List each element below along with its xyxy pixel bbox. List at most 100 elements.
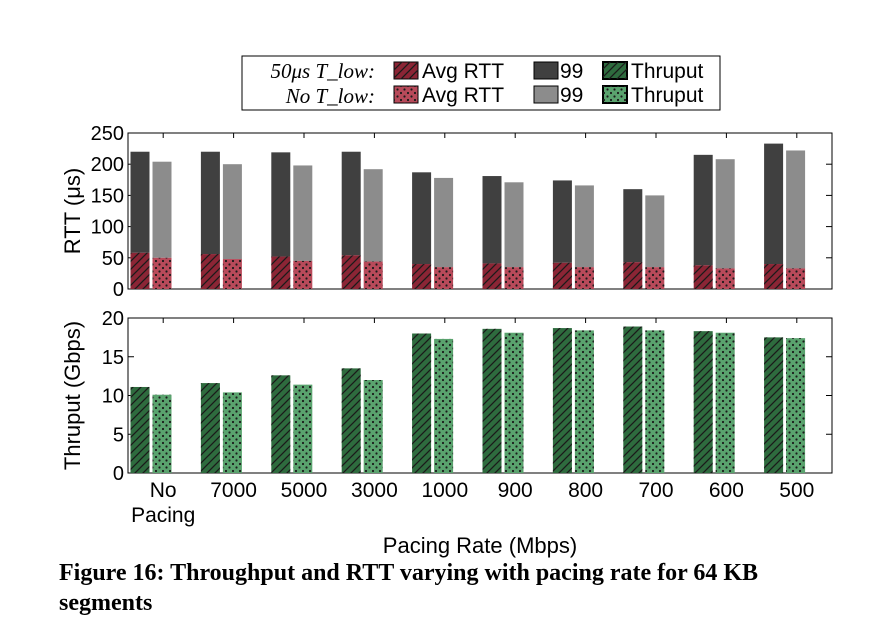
bar-p99-with-tlow — [693, 154, 713, 266]
thru-ytick-label: 5 — [113, 424, 124, 446]
bar-thruput-no-tlow-pattern — [715, 332, 735, 473]
xtick-label: 800 — [568, 479, 603, 502]
legend-thru-with-label: Thruput — [631, 60, 704, 83]
bar-p99-with-tlow — [341, 151, 361, 256]
bar-avg-rtt-with-tlow-pattern — [764, 264, 784, 289]
rtt-ytick-label: 0 — [113, 279, 124, 301]
xtick-label: 7000 — [210, 479, 257, 502]
rtt-ytick-label: 100 — [91, 217, 124, 239]
rtt-chart: 0 50 100 150 200 250 RTT (μs) — [60, 123, 833, 301]
bar-p99-no-tlow — [222, 164, 242, 260]
legend-avg-with-hatch — [394, 62, 418, 79]
bar-avg-rtt-no-tlow-pattern — [715, 268, 735, 289]
legend-thru-without-label: Thruput — [631, 84, 704, 107]
bar-p99-no-tlow — [786, 150, 806, 269]
legend-avg-with-label: Avg RTT — [422, 60, 504, 83]
bar-p99-with-tlow — [552, 180, 572, 263]
legend-avg-without-label: Avg RTT — [422, 84, 504, 107]
bar-avg-rtt-with-tlow-pattern — [482, 263, 502, 289]
legend-thru-with-hatch — [603, 62, 627, 79]
legend-p99-without-label: 99 — [560, 84, 583, 107]
bar-avg-rtt-no-tlow-pattern — [363, 261, 383, 289]
bar-avg-rtt-with-tlow-pattern — [412, 264, 432, 289]
xtick-label: 1000 — [421, 479, 468, 502]
rtt-plot-frame — [127, 132, 833, 290]
bar-avg-rtt-no-tlow-pattern — [786, 268, 806, 289]
bar-thruput-no-tlow-pattern — [434, 338, 454, 473]
legend-row1-label: 50μs T_low: — [271, 59, 375, 83]
bar-thruput-with-tlow-pattern — [552, 328, 572, 473]
thru-ylabel: Thruput (Gbps) — [60, 321, 85, 470]
bar-p99-no-tlow — [645, 195, 665, 268]
bar-thruput-with-tlow-pattern — [271, 375, 291, 473]
legend-box — [241, 55, 721, 111]
xtick-label: 600 — [709, 479, 744, 502]
bar-thruput-no-tlow-pattern — [222, 392, 242, 473]
x-axis-label: Pacing Rate (Mbps) — [383, 533, 577, 558]
xtick-label: 5000 — [281, 479, 328, 502]
bar-thruput-no-tlow-pattern — [786, 338, 806, 473]
legend-row2-label: No T_low: — [285, 84, 375, 108]
xtick-label: Pacing — [131, 504, 195, 527]
bar-thruput-with-tlow-pattern — [200, 383, 220, 473]
bar-p99-with-tlow — [200, 151, 220, 255]
bar-avg-rtt-no-tlow-pattern — [645, 267, 665, 289]
legend-p99-without-swatch — [533, 85, 559, 104]
bar-thruput-with-tlow-pattern — [693, 331, 713, 473]
rtt-ytick-label: 50 — [102, 248, 124, 270]
xtick-label: No — [150, 479, 177, 502]
bar-p99-with-tlow — [482, 176, 502, 264]
bar-thruput-with-tlow-pattern — [130, 386, 150, 473]
bar-p99-no-tlow — [574, 185, 594, 268]
bar-avg-rtt-no-tlow-pattern — [574, 267, 594, 289]
bar-thruput-no-tlow-pattern — [574, 330, 594, 473]
bar-thruput-with-tlow-pattern — [482, 328, 502, 473]
bar-p99-no-tlow — [715, 159, 735, 269]
bar-avg-rtt-with-tlow-pattern — [552, 262, 572, 289]
bar-p99-no-tlow — [434, 177, 454, 268]
bar-avg-rtt-with-tlow-pattern — [200, 254, 220, 289]
bar-avg-rtt-no-tlow-pattern — [152, 257, 172, 289]
bar-avg-rtt-with-tlow-pattern — [130, 252, 150, 289]
bar-p99-with-tlow — [412, 172, 432, 265]
bar-avg-rtt-with-tlow-pattern — [623, 262, 643, 289]
bar-thruput-no-tlow-pattern — [293, 384, 313, 473]
thru-ytick-label: 20 — [102, 308, 124, 330]
bar-p99-with-tlow — [271, 152, 291, 257]
bar-thruput-with-tlow-pattern — [341, 368, 361, 473]
figure-caption: Figure 16: Throughput and RTT varying wi… — [59, 560, 759, 616]
bar-thruput-with-tlow-pattern — [764, 337, 784, 473]
bar-p99-no-tlow — [504, 182, 524, 268]
bar-p99-no-tlow — [363, 169, 383, 262]
bar-thruput-with-tlow-pattern — [412, 333, 432, 473]
legend-thru-without-dots — [603, 86, 627, 103]
bar-avg-rtt-with-tlow-pattern — [693, 265, 713, 289]
rtt-ylabel: RTT (μs) — [60, 168, 85, 254]
legend-p99-with-label: 99 — [560, 60, 583, 83]
bar-thruput-no-tlow-pattern — [645, 330, 665, 473]
rtt-ytick-label: 250 — [91, 123, 124, 145]
bar-p99-no-tlow — [293, 165, 313, 261]
bar-p99-with-tlow — [130, 151, 150, 253]
xtick-label: 700 — [638, 479, 673, 502]
bar-thruput-no-tlow-pattern — [363, 380, 383, 473]
legend: 50μs T_low: No T_low: Avg RTT 99 Thruput… — [241, 55, 721, 111]
rtt-ytick-label: 150 — [91, 185, 124, 207]
thru-ytick-label: 0 — [113, 463, 124, 485]
bar-thruput-no-tlow-pattern — [504, 332, 524, 473]
bar-avg-rtt-no-tlow-pattern — [222, 259, 242, 289]
bar-avg-rtt-no-tlow-pattern — [434, 267, 454, 289]
legend-p99-with-swatch — [533, 61, 559, 80]
bar-p99-no-tlow — [152, 161, 172, 258]
xtick-label: 900 — [498, 479, 533, 502]
bar-p99-with-tlow — [623, 189, 643, 263]
bar-avg-rtt-with-tlow-pattern — [341, 255, 361, 289]
xtick-label: 500 — [779, 479, 814, 502]
bar-avg-rtt-no-tlow-pattern — [293, 260, 313, 289]
bar-avg-rtt-no-tlow-pattern — [504, 267, 524, 289]
thru-ytick-label: 10 — [102, 386, 124, 408]
thru-ytick-label: 15 — [102, 347, 124, 369]
xtick-label: 3000 — [351, 479, 398, 502]
bar-avg-rtt-with-tlow-pattern — [271, 256, 291, 289]
